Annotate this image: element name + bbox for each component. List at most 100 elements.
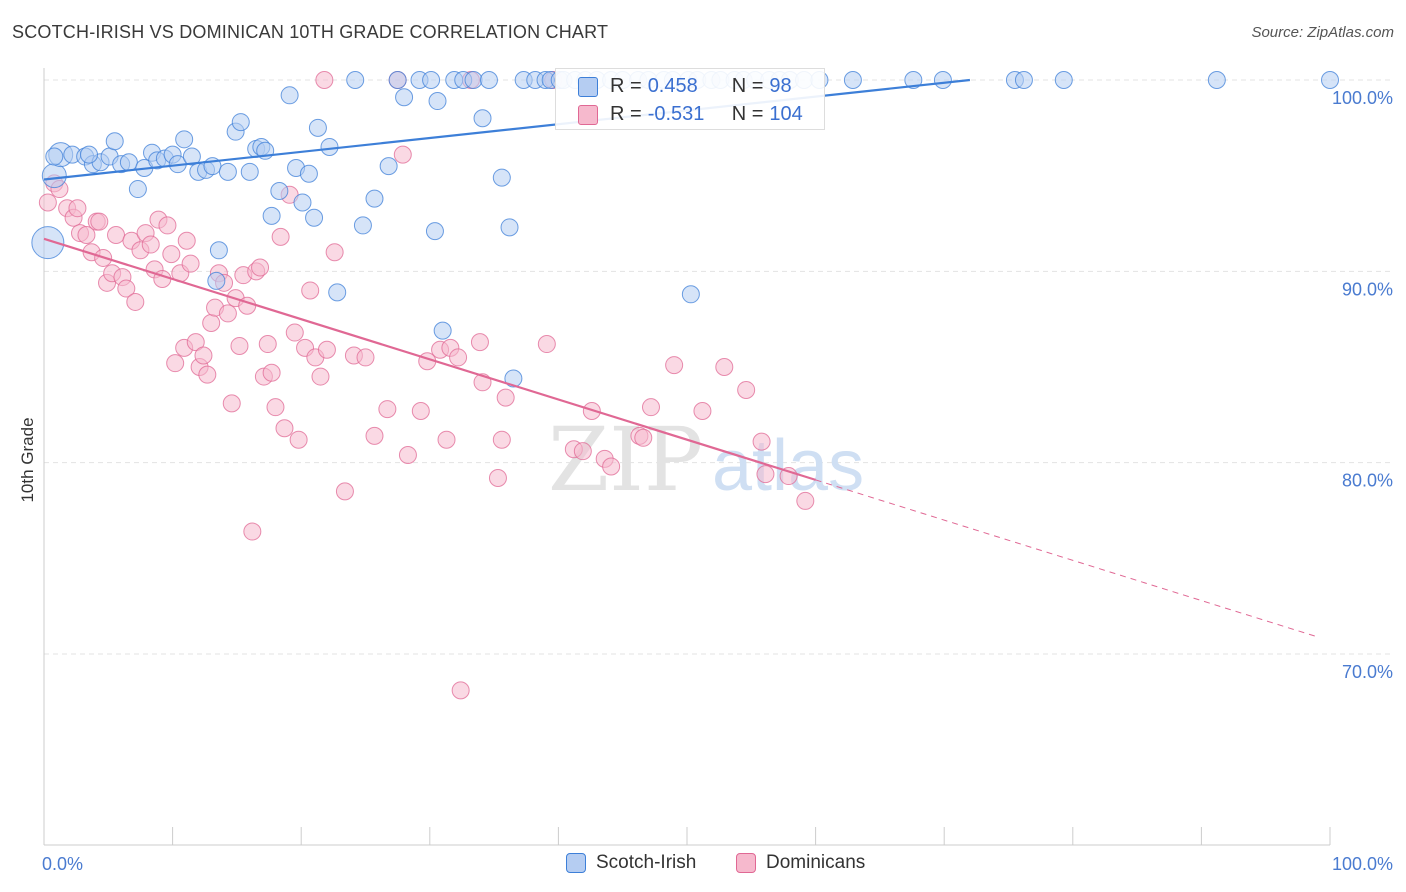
legend-item-dominicans[interactable]: Dominicans — [736, 852, 865, 874]
stats-row-dominicans: R = -0.531 N = 104 — [578, 103, 803, 126]
dominicans-point — [317, 340, 336, 359]
scotch-irish-point — [843, 71, 862, 89]
scotch-irish-point — [504, 369, 523, 388]
scotch-irish-point — [479, 71, 498, 89]
dominicans-point — [492, 430, 511, 449]
dominicans-point — [496, 388, 515, 407]
scotch-irish-point — [425, 222, 444, 241]
scotch-irish-point — [293, 193, 312, 212]
watermark-atlas: atlas — [712, 426, 864, 506]
dominicans-point — [107, 225, 126, 244]
dominicans-point — [301, 281, 320, 300]
dominicans-point — [258, 335, 277, 354]
scotch-irish-point — [175, 130, 194, 149]
scotch-irish-point — [105, 132, 124, 151]
scotch-irish-point — [119, 153, 138, 172]
y-axis-label: 10th Grade — [18, 417, 37, 503]
dominicans-point — [325, 243, 344, 262]
dominicans-point — [243, 522, 262, 541]
tick-labels: 70.0% 80.0% 90.0% 100.0% 0.0% 100.0% — [42, 88, 1393, 874]
dominicans-point — [68, 199, 87, 218]
dominicans-point — [573, 442, 592, 461]
r-value: -0.531 — [647, 103, 705, 125]
scotch-irish-point — [1321, 71, 1339, 89]
scotch-irish-point — [41, 163, 67, 189]
scotch-irish-point — [464, 71, 483, 89]
stats-swatch-blue — [578, 76, 598, 97]
dominicans-point — [470, 333, 489, 352]
dominicans-point — [198, 365, 217, 384]
scotch-irish-point — [346, 71, 365, 89]
scotch-irish-point — [681, 285, 700, 304]
n-value: 98 — [769, 75, 792, 97]
stats-box: R = 0.458 N = 98 R = -0.531 N = 104 — [555, 68, 825, 130]
dominicans-point — [365, 426, 384, 445]
scotch-irish-point — [365, 189, 384, 208]
dominicans-point — [437, 430, 456, 449]
scotch-irish-point — [422, 71, 441, 89]
scotch-irish-point — [280, 86, 299, 105]
scotch-irish-point — [379, 157, 398, 176]
scotch-irish-point — [209, 241, 228, 260]
dominicans-point — [449, 348, 468, 367]
dominicans-point — [271, 227, 290, 246]
scotch-irish-point — [305, 208, 324, 227]
dominicans-point — [398, 446, 417, 465]
dominicans-point — [796, 491, 815, 510]
scotch-irish-point — [207, 271, 226, 290]
scotch-irish-point — [320, 137, 339, 156]
stats-row-scotch-irish: R = 0.458 N = 98 — [578, 75, 792, 98]
dominicans-point — [117, 279, 136, 298]
scotch-irish-points — [31, 71, 1339, 388]
scotch-irish-point — [353, 216, 372, 235]
scotch-irish-point — [500, 218, 519, 237]
scotch-irish-point — [218, 162, 237, 181]
legend-swatch-blue — [566, 853, 586, 873]
y-tick-label: 80.0% — [1342, 471, 1393, 491]
scotch-irish-point — [395, 88, 414, 107]
r-label: R = — [610, 103, 642, 125]
dominicans-point — [537, 335, 556, 354]
dominicans-point — [756, 465, 775, 484]
dominicans-point — [737, 380, 756, 399]
scotch-irish-point — [299, 164, 318, 183]
dominicans-point — [335, 482, 354, 501]
dominicans-point — [275, 419, 294, 438]
dominicans-point — [218, 304, 237, 323]
scotch-irish-point — [1207, 71, 1226, 89]
dominicans-point — [166, 354, 185, 373]
r-label: R = — [610, 75, 642, 97]
dominicans-point — [126, 292, 145, 311]
dominicans-point — [315, 71, 334, 89]
scotch-irish-point — [270, 181, 289, 200]
dominicans-point — [194, 346, 213, 365]
legend-item-scotch-irish[interactable]: Scotch-Irish — [566, 852, 696, 874]
dominicans-point — [90, 212, 109, 231]
scotch-irish-point — [31, 226, 65, 260]
dominicans-point — [665, 356, 684, 375]
dominicans-point — [177, 231, 196, 250]
dominicans-point — [289, 430, 308, 449]
x-tick-label: 100.0% — [1332, 854, 1393, 874]
dominicans-point — [186, 333, 205, 352]
scotch-irish-point — [933, 71, 952, 89]
dominicans-point — [38, 193, 57, 212]
dominicans-point — [634, 428, 653, 447]
scotch-irish-point — [904, 71, 923, 89]
watermark: ZIP atlas — [548, 408, 864, 511]
dominicans-point — [285, 323, 304, 342]
dominicans-point — [266, 398, 285, 417]
scotch-irish-point — [1014, 71, 1033, 89]
legend-swatch-pink — [736, 853, 756, 873]
dominicans-point — [222, 394, 241, 413]
scotch-irish-trend-line — [43, 78, 971, 181]
dominicans-point — [488, 468, 507, 487]
dominicans-point — [693, 402, 712, 421]
source-label: Source: ZipAtlas.com — [1251, 24, 1394, 41]
dominicans-point — [251, 258, 270, 277]
y-tick-label: 70.0% — [1342, 662, 1393, 682]
scotch-irish-point — [388, 71, 407, 89]
dominicans-point — [752, 432, 771, 451]
dominicans-point — [77, 225, 96, 244]
